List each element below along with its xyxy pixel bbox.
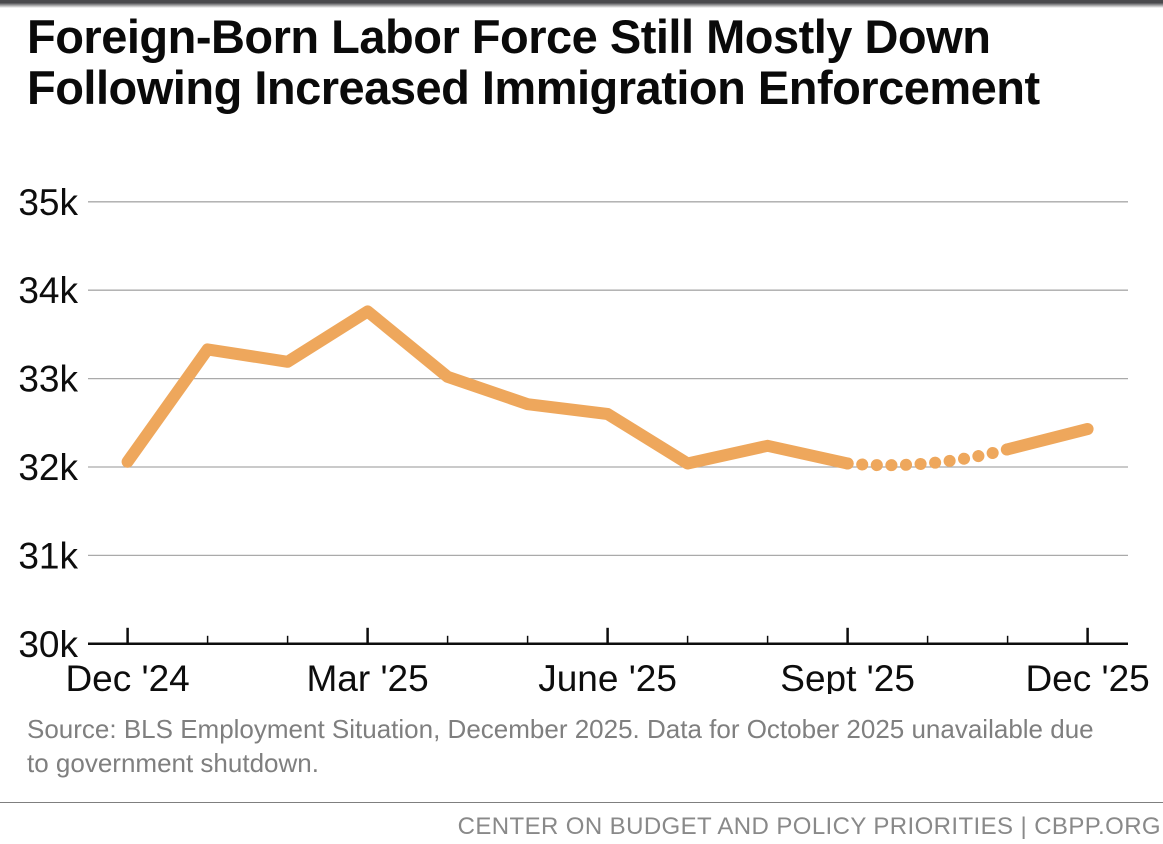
svg-text:34k: 34k xyxy=(18,270,78,311)
svg-text:32k: 32k xyxy=(18,447,78,488)
svg-text:Mar '25: Mar '25 xyxy=(306,658,428,694)
svg-text:31k: 31k xyxy=(18,535,78,576)
svg-text:Dec '24: Dec '24 xyxy=(65,658,189,694)
svg-text:33k: 33k xyxy=(18,359,78,400)
svg-text:Sept '25: Sept '25 xyxy=(780,658,915,694)
svg-text:June '25: June '25 xyxy=(538,658,677,694)
svg-text:35k: 35k xyxy=(18,182,78,223)
svg-text:Dec '25: Dec '25 xyxy=(1025,658,1149,694)
